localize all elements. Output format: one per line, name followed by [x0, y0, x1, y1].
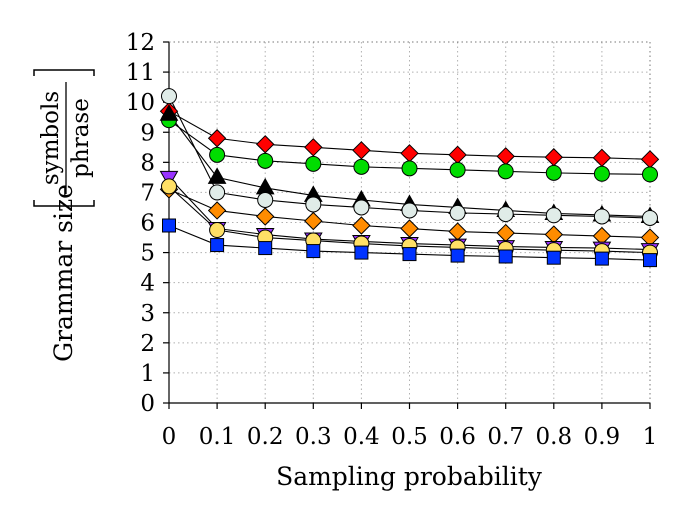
data-point-circle [305, 155, 322, 172]
data-point-square [306, 244, 321, 259]
data-point-square [546, 250, 561, 265]
data-point-triangle-up [207, 167, 227, 184]
x-tick-label: 0.9 [584, 424, 621, 450]
data-point-diamond [544, 225, 564, 244]
x-tick-label: 0.2 [247, 424, 284, 450]
data-point-circle [497, 206, 514, 223]
data-point-diamond [304, 138, 323, 157]
x-tick-labels: 0 0.1 0.2 0.3 0.4 0.5 0.6 0.7 0.8 0.9 1 [162, 424, 658, 450]
y-tick-label: 11 [126, 60, 155, 86]
y-tick-label: 6 [140, 211, 155, 237]
left-bracket [33, 200, 95, 207]
data-point-diamond [496, 223, 515, 243]
data-point-diamond [207, 201, 227, 220]
x-tick-label: 0 [162, 424, 177, 450]
data-point-diamond [448, 222, 467, 241]
data-point-diamond [640, 150, 660, 169]
x-tick-label: 0.4 [343, 424, 380, 450]
y-tick-label: 2 [140, 331, 155, 357]
x-axis-title: Sampling probability [276, 462, 543, 491]
data-point-circle [161, 88, 177, 105]
x-tick-label: 0.8 [536, 424, 573, 450]
data-point-circle [593, 165, 610, 182]
data-point-diamond [400, 219, 419, 238]
data-point-diamond [400, 144, 419, 163]
data-point-circle [642, 166, 658, 183]
data-point-circle [497, 163, 514, 180]
y-tick-label: 7 [140, 180, 155, 206]
data-point-circle [593, 208, 610, 225]
x-tick-label: 0.3 [295, 424, 332, 450]
data-point-circle [305, 196, 322, 213]
data-point-circle [449, 161, 466, 178]
data-point-square [594, 251, 609, 266]
data-point-circle [449, 204, 466, 221]
x-tick-label: 0.1 [199, 424, 236, 450]
data-point-circle [161, 178, 177, 195]
data-point-diamond [352, 141, 371, 160]
data-point-diamond [255, 207, 275, 226]
fraction-numerator: symbols [38, 91, 64, 185]
data-point-triangle-up [159, 104, 179, 121]
y-tick-label: 10 [126, 90, 155, 116]
y-axis-title-group: Grammar size symbols phrase [33, 69, 95, 362]
right-bracket [33, 69, 95, 76]
data-point-circle [257, 191, 274, 208]
data-point-square [450, 248, 465, 263]
x-tick-label: 0.5 [391, 424, 428, 450]
data-point-circle [209, 184, 226, 201]
data-point-circle [209, 222, 226, 239]
data-point-circle [642, 209, 658, 226]
data-point-square [162, 218, 176, 233]
y-tick-label: 5 [140, 241, 155, 267]
y-tick-label: 8 [140, 150, 155, 176]
data-point-circle [257, 152, 274, 169]
data-point-circle [353, 158, 370, 175]
data-point-square [402, 247, 417, 262]
data-point-circle [545, 164, 562, 181]
data-point-diamond [207, 129, 227, 148]
data-point-circle [545, 207, 562, 224]
y-axis-title: Grammar size [49, 184, 78, 362]
fraction-denominator: phrase [68, 98, 94, 178]
data-point-diamond [352, 216, 371, 235]
y-tick-label: 1 [140, 361, 155, 387]
data-point-diamond [544, 148, 564, 167]
data-point-diamond [592, 148, 612, 168]
x-tick-label: 0.7 [487, 424, 524, 450]
x-tick-label: 1 [643, 424, 658, 450]
data-point-square [258, 241, 273, 256]
data-point-diamond [448, 145, 467, 165]
y-tick-label: 4 [140, 271, 155, 297]
data-point-circle [209, 146, 226, 163]
y-tick-label: 12 [126, 30, 155, 56]
data-point-square [643, 253, 657, 268]
data-point-square [498, 249, 513, 264]
y-tick-label: 0 [140, 391, 155, 417]
data-markers [159, 88, 660, 268]
y-axis-unit-fraction: symbols phrase [33, 69, 95, 207]
y-tick-label: 3 [140, 301, 155, 327]
data-point-circle [401, 160, 418, 177]
data-point-diamond [304, 211, 323, 231]
data-point-square [210, 238, 225, 253]
data-point-diamond [255, 135, 275, 154]
data-point-circle [401, 202, 418, 219]
data-point-square [354, 245, 369, 260]
y-tick-label: 9 [140, 120, 155, 146]
x-tick-label: 0.6 [439, 424, 476, 450]
data-point-circle [353, 199, 370, 216]
